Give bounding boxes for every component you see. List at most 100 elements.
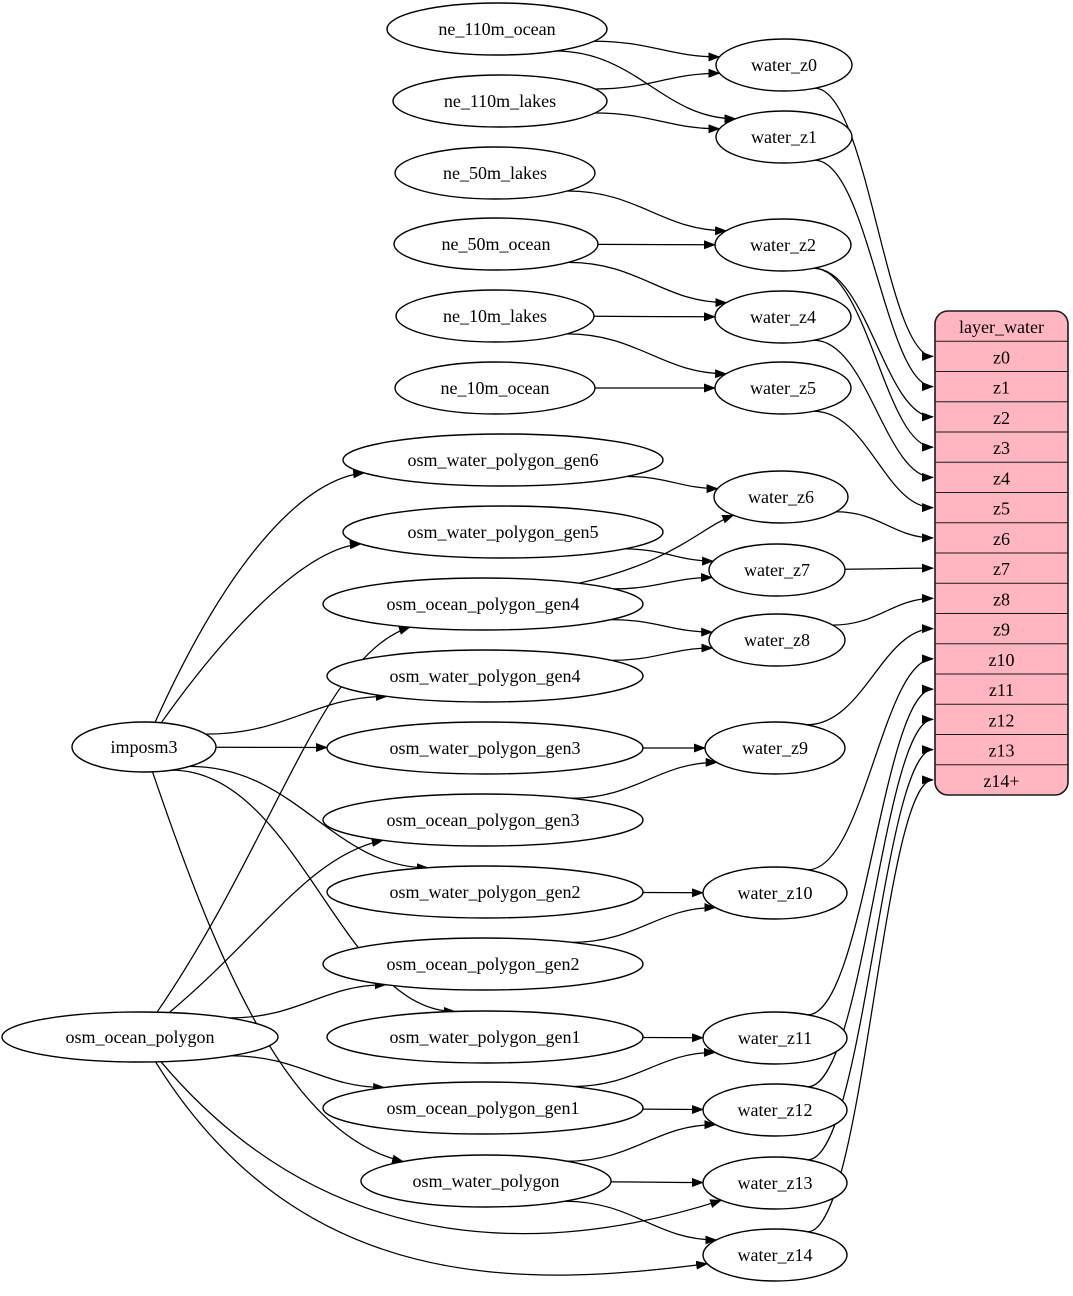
node-shape-ne_110m_ocean xyxy=(386,2,608,56)
record-row-z14+: z14+ xyxy=(983,771,1019,791)
node-label-osm_water_polygon_gen5: osm_water_polygon_gen5 xyxy=(408,522,599,542)
edge-imposm3-to-osm_water_polygon_gen5 xyxy=(160,540,362,724)
node-shape-water_z7 xyxy=(708,543,846,597)
edge-osm_ocean_polygon_gen3-to-water_z9 xyxy=(570,757,718,799)
node-label-osm_water_polygon: osm_water_polygon xyxy=(413,1171,560,1191)
node-label-water_z7: water_z7 xyxy=(744,560,810,580)
node-label-ne_110m_ocean: ne_110m_ocean xyxy=(438,19,555,39)
record-row-z5: z5 xyxy=(993,499,1010,519)
node-shape-water_z1 xyxy=(715,110,853,164)
node-ne_110m_lakes: ne_110m_lakes xyxy=(392,74,608,128)
node-label-water_z11: water_z11 xyxy=(738,1028,812,1048)
node-water_z2: water_z2 xyxy=(714,218,852,272)
node-water_z14: water_z14 xyxy=(702,1228,848,1282)
edge-water_z7-to-layer_water-z7 xyxy=(844,563,934,573)
node-shape-osm_water_polygon_gen5 xyxy=(342,505,664,559)
node-osm_ocean_polygon_gen3: osm_ocean_polygon_gen3 xyxy=(322,793,644,847)
record-row-z0: z0 xyxy=(993,347,1010,367)
edge-water_z6-to-layer_water-z6 xyxy=(836,511,934,543)
node-shape-osm_water_polygon_gen6 xyxy=(342,433,664,487)
node-water_z10: water_z10 xyxy=(702,866,848,920)
node-water_z0: water_z0 xyxy=(715,38,853,92)
node-shape-osm_ocean_polygon_gen4 xyxy=(322,577,644,631)
node-shape-water_z5 xyxy=(714,361,852,415)
node-label-water_z6: water_z6 xyxy=(748,487,814,507)
edge-water_z2-to-layer_water-z2 xyxy=(813,267,934,422)
node-label-osm_water_polygon_gen3: osm_water_polygon_gen3 xyxy=(390,738,581,758)
node-osm_water_polygon_gen4: osm_water_polygon_gen4 xyxy=(326,649,644,703)
node-label-osm_water_polygon_gen2: osm_water_polygon_gen2 xyxy=(390,882,581,902)
record-row-z1: z1 xyxy=(993,378,1010,398)
edge-water_z12-to-layer_water-z12 xyxy=(807,714,934,1088)
edge-ne_10m_lakes-to-water_z5 xyxy=(566,333,728,379)
edge-imposm3-to-osm_water_polygon_gen4 xyxy=(205,691,388,735)
node-label-water_z5: water_z5 xyxy=(750,378,816,398)
edge-osm_water_polygon-to-water_z12 xyxy=(566,1120,717,1162)
edge-osm_ocean_polygon-to-water_z14 xyxy=(154,1061,709,1276)
edge-water_z2-to-layer_water-z3 xyxy=(813,267,934,452)
node-shape-ne_50m_lakes xyxy=(394,146,596,200)
node-water_z4: water_z4 xyxy=(714,290,852,344)
edge-imposm3-to-osm_water_polygon_gen1 xyxy=(171,769,456,1016)
edge-osm_ocean_polygon-to-osm_ocean_polygon_gen2 xyxy=(229,980,387,1019)
node-shape-osm_ocean_polygon_gen1 xyxy=(322,1081,644,1135)
edge-imposm3-to-osm_water_polygon_gen6 xyxy=(154,469,366,723)
record-row-z11: z11 xyxy=(989,680,1014,700)
node-ne_10m_lakes: ne_10m_lakes xyxy=(395,289,595,343)
node-label-water_z4: water_z4 xyxy=(750,307,816,327)
node-label-ne_10m_ocean: ne_10m_ocean xyxy=(441,378,550,398)
node-label-water_z9: water_z9 xyxy=(742,738,808,758)
edge-osm_water_polygon-to-water_z13 xyxy=(610,1177,704,1187)
node-label-water_z14: water_z14 xyxy=(738,1245,813,1265)
node-label-osm_ocean_polygon_gen3: osm_ocean_polygon_gen3 xyxy=(387,810,580,830)
node-shape-water_z10 xyxy=(702,866,848,920)
node-label-ne_110m_lakes: ne_110m_lakes xyxy=(444,91,556,111)
node-label-imposm3: imposm3 xyxy=(110,737,177,757)
node-label-water_z13: water_z13 xyxy=(738,1173,813,1193)
record-row-z7: z7 xyxy=(993,559,1010,579)
edge-osm_ocean_polygon_gen4-to-water_z7 xyxy=(613,573,713,590)
edge-water_z11-to-layer_water-z11 xyxy=(807,684,934,1016)
node-water_z9: water_z9 xyxy=(704,721,846,775)
edge-ne_110m_lakes-to-water_z1 xyxy=(594,112,721,134)
node-shape-osm_water_polygon_gen3 xyxy=(326,721,644,775)
node-shape-water_z8 xyxy=(708,613,846,667)
node-osm_ocean_polygon: osm_ocean_polygon xyxy=(1,1011,279,1063)
node-water_z6: water_z6 xyxy=(713,470,849,524)
node-shape-water_z4 xyxy=(714,290,852,344)
edge-osm_water_polygon_gen4-to-water_z8 xyxy=(611,643,714,662)
node-ne_10m_ocean: ne_10m_ocean xyxy=(394,361,596,415)
edge-ne_110m_lakes-to-water_z0 xyxy=(594,68,721,90)
edge-water_z9-to-layer_water-z9 xyxy=(806,624,934,726)
node-osm_water_polygon: osm_water_polygon xyxy=(360,1154,612,1208)
node-label-water_z2: water_z2 xyxy=(750,235,816,255)
node-imposm3: imposm3 xyxy=(71,721,217,773)
node-shape-water_z12 xyxy=(702,1083,848,1137)
node-osm_water_polygon_gen2: osm_water_polygon_gen2 xyxy=(326,865,644,919)
node-ne_50m_lakes: ne_50m_lakes xyxy=(394,146,596,200)
edge-water_z14-to-layer_water-z14+ xyxy=(807,775,934,1233)
edge-water_z8-to-layer_water-z8 xyxy=(832,593,934,626)
node-shape-osm_ocean_polygon_gen2 xyxy=(322,937,644,991)
node-water_z12: water_z12 xyxy=(702,1083,848,1137)
node-shape-osm_water_polygon_gen4 xyxy=(326,649,644,703)
edge-water_z0-to-layer_water-z0 xyxy=(814,87,934,361)
node-water_z1: water_z1 xyxy=(715,110,853,164)
node-shape-imposm3 xyxy=(71,721,217,773)
edge-osm_ocean_polygon_gen4-to-water_z6 xyxy=(578,514,735,584)
node-osm_water_polygon_gen6: osm_water_polygon_gen6 xyxy=(342,433,664,487)
edge-osm_water_polygon_gen5-to-water_z7 xyxy=(624,548,715,566)
node-osm_water_polygon_gen5: osm_water_polygon_gen5 xyxy=(342,505,664,559)
node-osm_ocean_polygon_gen2: osm_ocean_polygon_gen2 xyxy=(322,937,644,991)
node-shape-osm_water_polygon xyxy=(360,1154,612,1208)
record-row-z12: z12 xyxy=(989,710,1015,730)
node-label-osm_water_polygon_gen1: osm_water_polygon_gen1 xyxy=(390,1027,581,1047)
edge-osm_water_polygon-to-water_z14 xyxy=(564,1200,718,1245)
node-osm_water_polygon_gen3: osm_water_polygon_gen3 xyxy=(326,721,644,775)
edge-osm_ocean_polygon-to-osm_ocean_polygon_gen3 xyxy=(168,838,384,1014)
edge-osm_ocean_polygon_gen4-to-water_z8 xyxy=(610,618,714,637)
edge-osm_ocean_polygon-to-water_z13 xyxy=(160,1061,723,1235)
layer-water-record: layer_water z0 z1 z2 z3 z4 z5 z6 z7 z8 z9 z10 z11 z12… xyxy=(934,310,1069,796)
node-shape-osm_water_polygon_gen2 xyxy=(326,865,644,919)
node-ne_50m_ocean: ne_50m_ocean xyxy=(393,217,599,271)
